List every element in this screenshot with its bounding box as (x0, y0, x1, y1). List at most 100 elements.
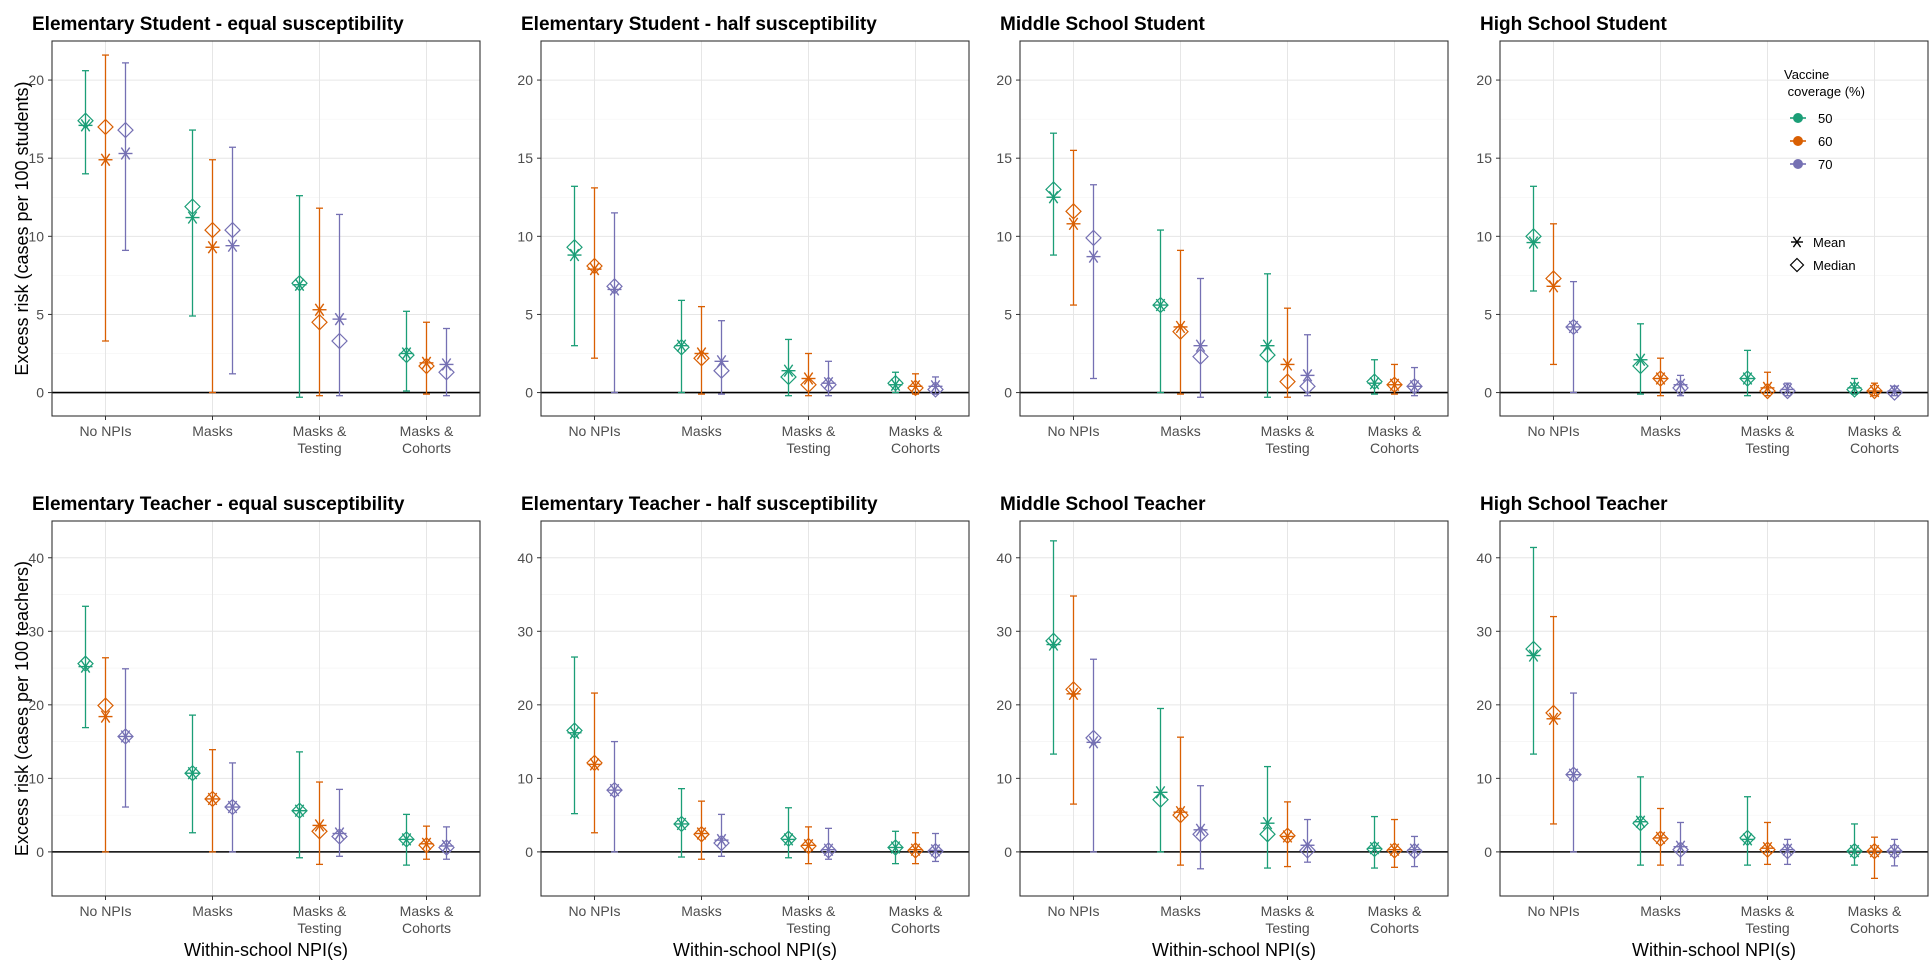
mean-point (78, 660, 93, 673)
median-point (1632, 357, 1649, 375)
mean-point-d2 (1068, 687, 1079, 701)
panel-r0-c0: Elementary Student - equal susceptibilit… (28, 14, 481, 456)
x-tick-label: Masks & Cohorts (400, 423, 454, 456)
mean-point (1300, 838, 1315, 852)
series-50 (1525, 185, 1863, 398)
mean-point (821, 843, 836, 857)
mean-point (1566, 320, 1581, 334)
mean-point-d2 (1849, 844, 1860, 858)
mean-point (292, 278, 307, 292)
mean-point (419, 356, 434, 370)
median-point (438, 839, 455, 856)
mean-point-d2 (1528, 236, 1539, 249)
mean-point (78, 119, 93, 132)
x-tick-label: Masks & Cohorts (1368, 903, 1422, 936)
median-point (586, 754, 603, 772)
median-point (820, 376, 837, 394)
series-70 (1565, 280, 1903, 401)
panel-title: Elementary Teacher - equal susceptibilit… (32, 494, 405, 515)
legend-label: Mean (1813, 235, 1846, 250)
mean-point (1407, 843, 1422, 857)
y-tick-label: 30 (1476, 623, 1492, 639)
mean-point (1193, 823, 1208, 837)
mean-point (1847, 381, 1862, 395)
median-point (1739, 370, 1756, 387)
y-tick-label: 5 (525, 306, 533, 322)
series-70 (1085, 184, 1423, 398)
y-tick-label: 0 (525, 385, 533, 401)
panel-r1-c0: Elementary Teacher - equal susceptibilit… (28, 494, 481, 960)
median-point (1386, 842, 1403, 859)
mean-point-d2 (314, 303, 325, 317)
median-point (1886, 384, 1903, 401)
mean-point (332, 312, 347, 326)
mean-point (1153, 785, 1168, 799)
mean-point (292, 804, 307, 818)
median-point (820, 842, 837, 859)
mean-point-d2 (100, 710, 111, 723)
y-tick-label: 40 (1476, 550, 1492, 566)
mean-point-d2 (676, 339, 687, 353)
median-point (1779, 382, 1796, 400)
panel-title: Middle School Student (1000, 14, 1205, 35)
y-tick-label: 5 (1484, 306, 1492, 322)
mean-point-d2 (120, 147, 131, 160)
mean-point (1673, 840, 1688, 854)
median-point (204, 790, 221, 808)
median-point (77, 655, 94, 672)
mean-point-d2 (421, 837, 432, 851)
mean-point-d2 (1675, 378, 1686, 392)
y-tick-label: 40 (28, 550, 44, 566)
mean-point (1086, 250, 1101, 263)
median-point (184, 764, 201, 782)
mean-point (118, 730, 133, 743)
y-tick-label: 20 (28, 697, 44, 713)
mean-point (694, 347, 709, 360)
mean-point (801, 372, 816, 385)
mean-point-d2 (421, 356, 432, 370)
mean-point-d2 (80, 119, 91, 132)
median-point (97, 118, 114, 136)
y-tick-label: 40 (517, 550, 533, 566)
y-tick-label: 0 (36, 385, 44, 401)
mean-point-d2 (187, 211, 198, 224)
panel-r0-c1: Elementary Student - half susceptibility… (517, 14, 970, 456)
mean-point (439, 839, 454, 853)
median-point (673, 815, 690, 833)
legend-label: 70 (1818, 157, 1832, 172)
legend-median-icon (1789, 257, 1805, 273)
mean-point (1633, 353, 1648, 367)
x-tick-label: Masks (681, 423, 721, 439)
median-point (398, 831, 415, 848)
mean-point-d2 (1782, 383, 1793, 396)
mean-point-d2 (1869, 384, 1880, 398)
mean-point (567, 248, 582, 262)
mean-point-d2 (910, 379, 921, 393)
mean-point-d2 (1195, 823, 1206, 837)
panel-border (540, 40, 970, 417)
median-point (438, 363, 455, 381)
y-tick-label: 0 (1004, 385, 1012, 401)
median-point (1545, 704, 1562, 722)
mean-point-d2 (823, 843, 834, 857)
panel-background (1500, 521, 1928, 896)
x-tick-label: Masks (1160, 903, 1200, 919)
series-50 (1045, 540, 1383, 869)
mean-point-d2 (783, 364, 794, 378)
mean-point (1153, 298, 1168, 312)
y-tick-label: 30 (996, 623, 1012, 639)
median-point (224, 798, 241, 816)
mean-point-d2 (1762, 381, 1773, 395)
series-50 (566, 185, 904, 397)
mean-point (98, 710, 113, 723)
mean-point-d2 (1048, 190, 1059, 204)
mean-point-d2 (1175, 805, 1186, 819)
median-point (1846, 381, 1863, 398)
mean-point-d2 (294, 804, 305, 818)
median-point (1279, 827, 1296, 845)
mean-point (674, 817, 689, 831)
mean-point-d2 (227, 800, 238, 814)
mean-point-d2 (1782, 843, 1793, 857)
panel-border (1019, 520, 1449, 897)
y-axis-title: Excess risk (cases per 100 students) (12, 81, 32, 375)
